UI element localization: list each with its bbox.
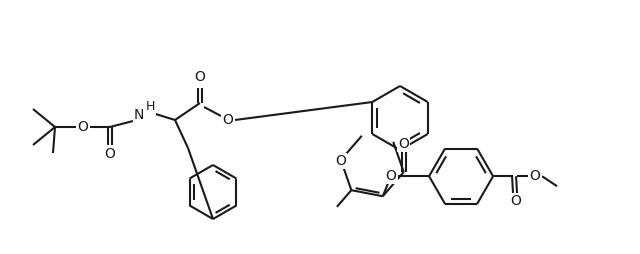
- Text: O: O: [223, 113, 234, 127]
- Text: O: O: [335, 154, 346, 168]
- Text: N: N: [134, 108, 144, 122]
- Text: O: O: [104, 147, 115, 161]
- Text: O: O: [77, 120, 88, 134]
- Text: O: O: [511, 194, 522, 208]
- Text: O: O: [398, 137, 409, 151]
- Text: O: O: [386, 169, 397, 183]
- Text: O: O: [195, 70, 205, 84]
- Text: H: H: [145, 101, 155, 114]
- Text: O: O: [530, 169, 541, 183]
